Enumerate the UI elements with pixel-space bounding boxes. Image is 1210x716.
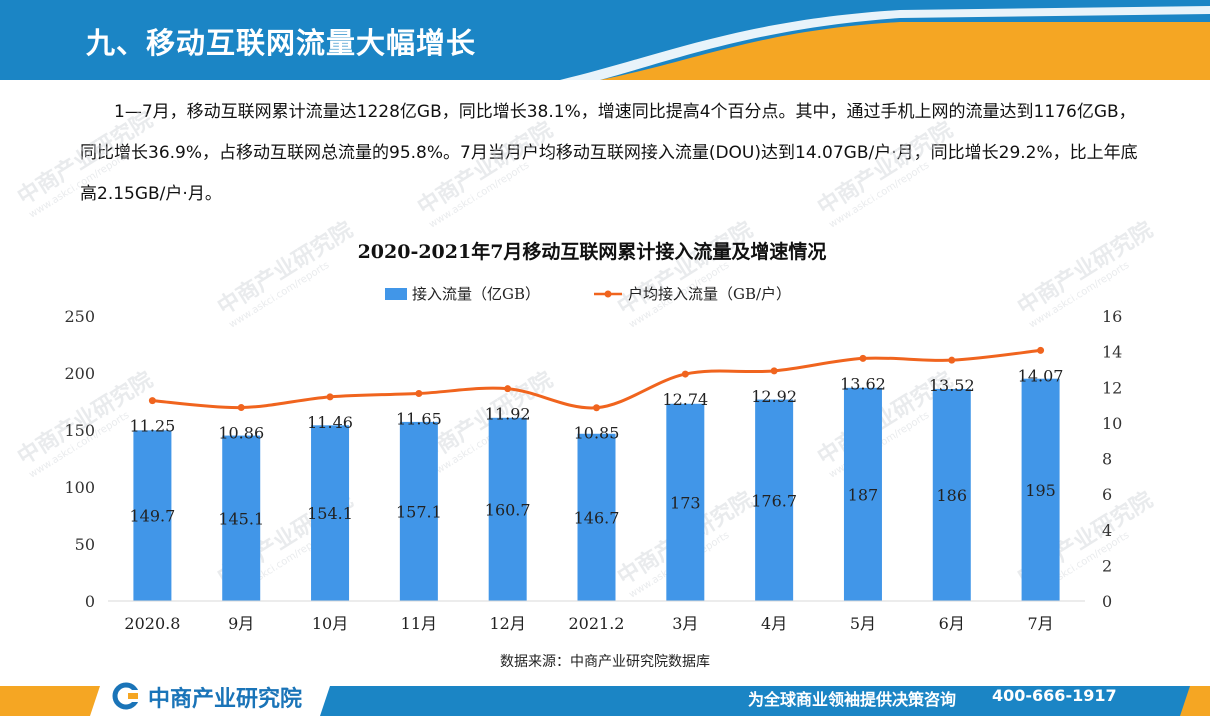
page-title: 九、移动互联网流量大幅增长 [86, 26, 477, 60]
y-left-tick-label: 250 [64, 307, 95, 326]
y-right-tick-label: 6 [1102, 485, 1112, 504]
line-value-label: 12.74 [662, 390, 708, 409]
bar-value-label: 187 [848, 485, 879, 504]
x-tick-label: 6月 [939, 614, 965, 633]
line-value-label: 11.65 [396, 409, 442, 428]
y-right-tick-label: 10 [1102, 414, 1122, 433]
bar [488, 417, 527, 601]
line-series [148, 346, 1045, 412]
line-value-label: 10.85 [574, 424, 620, 443]
y-left-tick-label: 150 [64, 421, 95, 440]
bar [133, 430, 172, 601]
bar-value-label: 154.1 [307, 504, 353, 523]
line-value-label: 11.25 [130, 417, 176, 436]
chart-legend: 接入流量（亿GB） 户均接入流量（GB/户） [385, 285, 791, 303]
bar-value-label: 195 [1025, 481, 1056, 500]
line-point [859, 354, 867, 362]
line-point [1037, 346, 1045, 354]
x-tick-label: 11月 [401, 614, 437, 633]
line-point [593, 404, 600, 412]
y-left-tick-label: 50 [75, 535, 95, 554]
x-tick-label: 9月 [228, 614, 254, 633]
legend-line-label: 户均接入流量（GB/户） [628, 285, 791, 303]
legend-bar-swatch [385, 288, 407, 300]
bar [843, 387, 882, 601]
y-right-tick-label: 2 [1102, 556, 1112, 575]
bar [577, 433, 616, 601]
x-tick-label: 5月 [850, 614, 876, 633]
y-right-tick-label: 12 [1102, 378, 1122, 397]
bar [932, 388, 971, 601]
data-source-note: 数据来源：中商产业研究院数据库 [500, 654, 710, 670]
y-left-tick-label: 200 [64, 364, 95, 383]
bar [222, 435, 261, 601]
line-point [148, 397, 156, 405]
bar [1021, 378, 1060, 601]
y-right-tick-label: 8 [1102, 450, 1112, 469]
line-value-label: 11.46 [307, 413, 353, 432]
x-tick-label: 12月 [489, 614, 525, 633]
footer-slogan: 为全球商业领袖提供决策咨询 [748, 690, 957, 709]
y-right-tick-label: 4 [1102, 521, 1112, 540]
line-value-label: 14.07 [1018, 366, 1064, 385]
footer-logo-text: 中商产业研究院 [148, 687, 303, 712]
bar [399, 421, 438, 601]
y-right-tick-label: 14 [1102, 343, 1122, 362]
x-tick-label: 2020.8 [124, 614, 180, 633]
line-path [152, 348, 1041, 410]
y-right-tick-label: 16 [1102, 307, 1122, 326]
line-point [237, 404, 245, 412]
y-left-tick-label: 100 [64, 478, 95, 497]
bar [311, 425, 350, 601]
line-value-label: 13.62 [840, 374, 886, 393]
intro-paragraph: 1—7月，移动互联网累计流量达1228亿GB，同比增长38.1%，增速同比提高4… [80, 92, 1140, 215]
line-value-label: 11.92 [485, 405, 531, 424]
bar-value-label: 149.7 [130, 507, 176, 526]
line-point [948, 356, 956, 364]
logo-icon [112, 682, 140, 710]
chart-title: 2020-2021年7月移动互联网累计接入流量及增速情况 [358, 240, 827, 263]
bar-value-label: 146.7 [574, 508, 620, 527]
bar-series [133, 378, 1060, 601]
bar-data-labels: 149.7 145.1 154.1 157.1 160.7 146.7 173 176.7 18… [130, 481, 1056, 528]
bar-value-label: 176.7 [751, 491, 797, 510]
line-value-label: 12.92 [751, 387, 797, 406]
y-axis-left: 0 50 100 150 200 250 [64, 307, 95, 611]
legend-line-marker [604, 290, 612, 298]
bar-value-label: 145.1 [218, 509, 264, 528]
header-banner [0, 0, 1210, 80]
footer-phone: 400-666-1917 [992, 686, 1117, 705]
line-data-labels: 11.25 10.86 11.46 11.65 11.92 10.85 12.74 12.92… [130, 366, 1064, 442]
y-right-tick-label: 0 [1102, 592, 1112, 611]
bar-value-label: 186 [936, 486, 967, 505]
x-tick-label: 7月 [1027, 614, 1053, 633]
x-tick-label: 2021.2 [569, 614, 625, 633]
bar-value-label: 160.7 [485, 500, 531, 519]
line-point [681, 370, 689, 378]
x-tick-label: 3月 [672, 614, 698, 633]
bar-value-label: 173 [670, 493, 701, 512]
x-axis: 2020.8 9月 10月 11月 12月 2021.2 3月 4月 5月 6月 7月 [108, 600, 1085, 633]
bar [755, 399, 794, 601]
x-tick-label: 4月 [761, 614, 787, 633]
x-tick-label: 10月 [312, 614, 348, 633]
footer-bar [0, 686, 1210, 716]
intro-text: 1—7月，移动互联网累计流量达1228亿GB，同比增长38.1%，增速同比提高4… [80, 102, 1138, 204]
line-point [770, 367, 778, 375]
line-point [415, 389, 423, 397]
line-point [326, 393, 334, 401]
y-left-tick-label: 0 [85, 592, 95, 611]
bar [666, 403, 705, 601]
y-axis-right: 0 2 4 6 8 10 12 14 16 [1102, 307, 1122, 611]
line-value-label: 13.52 [929, 376, 975, 395]
line-value-label: 10.86 [218, 424, 264, 443]
line-point [504, 385, 512, 393]
bar-value-label: 157.1 [396, 502, 442, 521]
legend-bar-label: 接入流量（亿GB） [412, 285, 540, 303]
